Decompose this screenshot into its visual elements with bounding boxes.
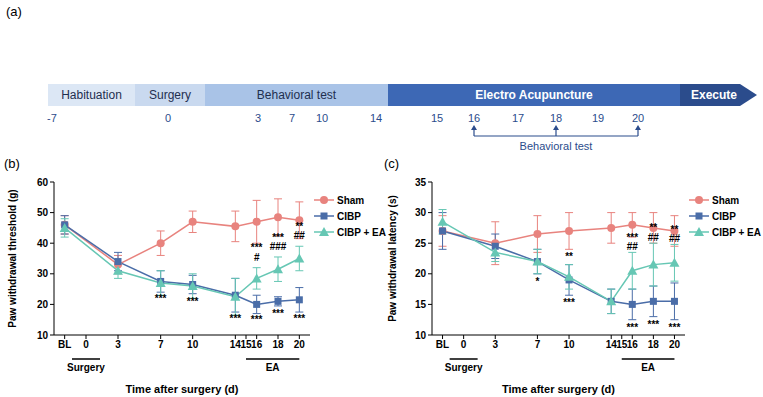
svg-text:0: 0 <box>83 339 89 350</box>
svg-text:35: 35 <box>415 177 427 188</box>
svg-text:***: *** <box>669 322 681 333</box>
svg-text:18: 18 <box>550 112 562 124</box>
svg-text:10: 10 <box>187 339 199 350</box>
svg-text:17: 17 <box>512 112 524 124</box>
svg-text:Behavioral test: Behavioral test <box>520 140 593 152</box>
svg-text:##: ## <box>627 241 639 252</box>
svg-text:Surgery: Surgery <box>445 362 483 373</box>
svg-text:BL: BL <box>436 339 449 350</box>
svg-text:10: 10 <box>415 330 427 341</box>
svg-text:18: 18 <box>272 339 284 350</box>
svg-text:15: 15 <box>415 299 427 310</box>
svg-text:Paw withdrawal latency (s): Paw withdrawal latency (s) <box>387 195 398 322</box>
svg-text:##: ## <box>648 232 660 243</box>
svg-text:30: 30 <box>415 207 427 218</box>
svg-text:***: *** <box>648 319 660 330</box>
html-text:Sham: Sham <box>337 194 365 206</box>
svg-text:Habituation: Habituation <box>61 88 122 102</box>
svg-text:20: 20 <box>632 112 644 124</box>
svg-text:25: 25 <box>415 238 427 249</box>
svg-text:#: # <box>254 252 260 263</box>
svg-text:(a): (a) <box>6 4 22 19</box>
html-text:14 15: 14 15 <box>605 339 628 351</box>
svg-text:30: 30 <box>37 268 49 279</box>
svg-text:***: *** <box>563 297 575 308</box>
svg-text:***: *** <box>626 322 638 333</box>
svg-text:50: 50 <box>37 207 49 218</box>
html-text:14 15: 14 15 <box>229 339 252 351</box>
svg-text:7: 7 <box>289 112 295 124</box>
html-text:(c): (c) <box>384 156 400 171</box>
svg-text:10: 10 <box>37 330 49 341</box>
html-text:CIBP: CIBP <box>337 210 361 222</box>
svg-text:EA: EA <box>641 362 655 373</box>
svg-text:EA: EA <box>266 362 280 373</box>
svg-text:Surgery: Surgery <box>67 362 105 373</box>
svg-text:-7: -7 <box>47 112 57 124</box>
svg-text:Time after surgery (d): Time after surgery (d) <box>502 383 615 395</box>
svg-text:20: 20 <box>294 339 306 350</box>
svg-text:16: 16 <box>468 112 480 124</box>
svg-text:***: *** <box>251 314 263 325</box>
svg-text:***: *** <box>229 313 241 324</box>
svg-text:*: * <box>535 276 539 287</box>
html-text:Sham: Sham <box>712 194 740 206</box>
svg-text:##: ## <box>669 233 681 244</box>
svg-text:***: *** <box>187 296 199 307</box>
svg-text:0: 0 <box>461 339 467 350</box>
html-text:(b): (b) <box>4 156 20 171</box>
svg-text:Electro Acupuncture: Electro Acupuncture <box>475 88 593 102</box>
svg-text:7: 7 <box>535 339 541 350</box>
svg-text:16: 16 <box>251 339 263 350</box>
svg-text:Surgery: Surgery <box>149 88 191 102</box>
svg-text:Execute: Execute <box>691 88 737 102</box>
html-text:CIBP + EA: CIBP + EA <box>337 226 386 238</box>
svg-text:19: 19 <box>592 112 604 124</box>
svg-text:***: *** <box>293 313 305 324</box>
svg-text:20: 20 <box>37 299 49 310</box>
svg-text:16: 16 <box>627 339 639 350</box>
svg-text:3: 3 <box>115 339 121 350</box>
svg-text:10: 10 <box>563 339 575 350</box>
svg-text:Behavioral test: Behavioral test <box>257 88 337 102</box>
svg-text:**: ** <box>565 251 573 262</box>
svg-text:20: 20 <box>669 339 681 350</box>
svg-text:0: 0 <box>165 112 171 124</box>
svg-text:Paw withdrawal threshold (g): Paw withdrawal threshold (g) <box>7 189 18 327</box>
svg-text:10: 10 <box>316 112 328 124</box>
html-text:CIBP + EA: CIBP + EA <box>712 226 761 238</box>
svg-text:14: 14 <box>370 112 382 124</box>
svg-text:##: ## <box>294 230 306 241</box>
svg-text:60: 60 <box>37 177 49 188</box>
svg-text:3: 3 <box>492 339 498 350</box>
svg-text:20: 20 <box>415 268 427 279</box>
svg-text:15: 15 <box>431 112 443 124</box>
svg-text:3: 3 <box>255 112 261 124</box>
svg-text:***: *** <box>155 293 167 304</box>
svg-text:40: 40 <box>37 238 49 249</box>
svg-text:BL: BL <box>58 339 71 350</box>
svg-text:***: *** <box>272 308 284 319</box>
svg-text:###: ### <box>270 241 287 252</box>
svg-text:Time after surgery (d): Time after surgery (d) <box>126 383 239 395</box>
svg-text:7: 7 <box>158 339 164 350</box>
svg-text:18: 18 <box>648 339 660 350</box>
html-text:CIBP: CIBP <box>712 210 736 222</box>
